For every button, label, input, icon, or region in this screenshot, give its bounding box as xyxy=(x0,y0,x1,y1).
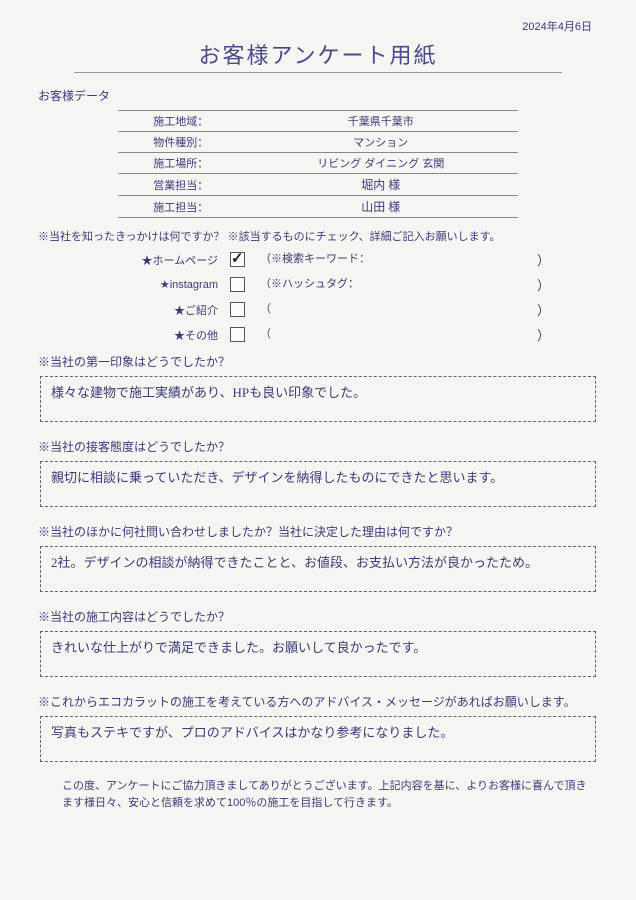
answer-text: きれいな仕上がりで満足できました。お願いして良かったです。 xyxy=(51,640,426,655)
cell-value: 山田 様 xyxy=(244,196,518,218)
cell-label: 施工場所： xyxy=(118,153,244,174)
table-row: 施工担当： 山田 様 xyxy=(118,196,518,218)
cell-label: 施工担当： xyxy=(118,196,244,218)
trigger-option-row: ★instagram （※ハッシュタグ： ） xyxy=(104,272,564,297)
cell-label: 営業担当： xyxy=(118,174,244,196)
question-prompt: ※当社の第一印象はどうでしたか？ xyxy=(38,353,602,370)
title-underline xyxy=(74,72,562,73)
hint-close: ） xyxy=(537,275,550,294)
hint-close: ） xyxy=(537,250,550,269)
table-row: 施工地域： 千葉県千葉市 xyxy=(118,111,518,132)
trigger-option-row: ★ご紹介 （ ） xyxy=(104,297,564,322)
answer-text: 様々な建物で施工実績があり、HPも良い印象でした。 xyxy=(51,385,366,400)
checkbox-homepage[interactable] xyxy=(230,252,245,267)
cell-label: 物件種別： xyxy=(118,132,244,153)
answer-box-construction-quality[interactable]: きれいな仕上がりで満足できました。お願いして良かったです。 xyxy=(40,631,596,677)
answer-box-first-impression[interactable]: 様々な建物で施工実績があり、HPも良い印象でした。 xyxy=(40,376,596,422)
hint-close: ） xyxy=(537,325,550,344)
cell-value: マンション xyxy=(244,132,518,153)
trigger-prompt-left: ※当社を知ったきっかけは何ですか？ xyxy=(38,231,225,243)
option-hint: （※ハッシュタグ： ） xyxy=(256,272,564,297)
document-date: 2024年4月6日 xyxy=(34,18,602,34)
answer-text: 親切に相談に乗っていただき、デザインを納得したものにできたと思います。 xyxy=(51,470,503,485)
option-hint: （ ） xyxy=(256,297,564,322)
trigger-question-prompt: ※当社を知ったきっかけは何ですか？ ※該当するものにチェック、詳細ご記入お願いし… xyxy=(38,230,602,245)
question-prompt: ※当社のほかに何社問い合わせしましたか？当社に決定した理由は何ですか？ xyxy=(38,523,602,540)
hint-open: （ xyxy=(260,328,271,340)
hint-close: ） xyxy=(537,300,550,319)
trigger-options-table: ★ホームページ （※検索キーワード： ） ★instagram （※ハッシュタグ… xyxy=(104,247,564,347)
option-label: ★ご紹介 xyxy=(104,297,226,322)
answer-box-service-attitude[interactable]: 親切に相談に乗っていただき、デザインを納得したものにできたと思います。 xyxy=(40,461,596,507)
option-label: ★その他 xyxy=(104,322,226,347)
survey-page: 2024年4月6日 お客様アンケート用紙 お客様データ 施工地域： 千葉県千葉市… xyxy=(0,0,636,900)
trigger-option-row: ★その他 （ ） xyxy=(104,322,564,347)
answer-box-competitors[interactable]: 2社。デザインの相談が納得できたことと、お値段、お支払い方法が良かったため。 xyxy=(40,546,596,592)
trigger-prompt-right: ※該当するものにチェック、詳細ご記入お願いします。 xyxy=(228,231,501,243)
option-label: ★instagram xyxy=(104,272,226,297)
option-label: ★ホームページ xyxy=(104,247,226,272)
answer-text: 2社。デザインの相談が納得できたことと、お値段、お支払い方法が良かったため。 xyxy=(51,555,538,570)
checkbox-referral[interactable] xyxy=(230,302,245,317)
table-row: 物件種別： マンション xyxy=(118,132,518,153)
cell-value: 堀内 様 xyxy=(244,174,518,196)
table-row: 営業担当： 堀内 様 xyxy=(118,174,518,196)
hint-open: （※ハッシュタグ： xyxy=(260,278,359,290)
checkbox-other[interactable] xyxy=(230,327,245,342)
customer-data-table: 施工地域： 千葉県千葉市 物件種別： マンション 施工場所： リビング ダイニン… xyxy=(118,110,518,218)
cell-label: 施工地域： xyxy=(118,111,244,132)
cell-value: リビング ダイニング 玄関 xyxy=(244,153,518,174)
answer-text: 写真もステキですが、プロのアドバイスはかなり参考になりました。 xyxy=(51,725,453,740)
answer-box-advice[interactable]: 写真もステキですが、プロのアドバイスはかなり参考になりました。 xyxy=(40,716,596,762)
footer-thank-you: この度、アンケートにご協力頂きましてありがとうございます。上記内容を基に、よりお… xyxy=(62,778,592,811)
question-prompt: ※これからエコカラットの施工を考えている方へのアドバイス・メッセージがあればお願… xyxy=(38,693,602,710)
question-prompt: ※当社の接客態度はどうでしたか？ xyxy=(38,438,602,455)
option-hint: （ ） xyxy=(256,322,564,347)
trigger-option-row: ★ホームページ （※検索キーワード： ） xyxy=(104,247,564,272)
hint-open: （※検索キーワード： xyxy=(260,253,370,265)
cell-value: 千葉県千葉市 xyxy=(244,111,518,132)
customer-data-heading: お客様データ xyxy=(38,87,602,104)
hint-open: （ xyxy=(260,303,271,315)
table-row: 施工場所： リビング ダイニング 玄関 xyxy=(118,153,518,174)
option-hint: （※検索キーワード： ） xyxy=(256,247,564,272)
checkbox-instagram[interactable] xyxy=(230,277,245,292)
question-prompt: ※当社の施工内容はどうでしたか？ xyxy=(38,608,602,625)
page-title: お客様アンケート用紙 xyxy=(34,38,602,70)
